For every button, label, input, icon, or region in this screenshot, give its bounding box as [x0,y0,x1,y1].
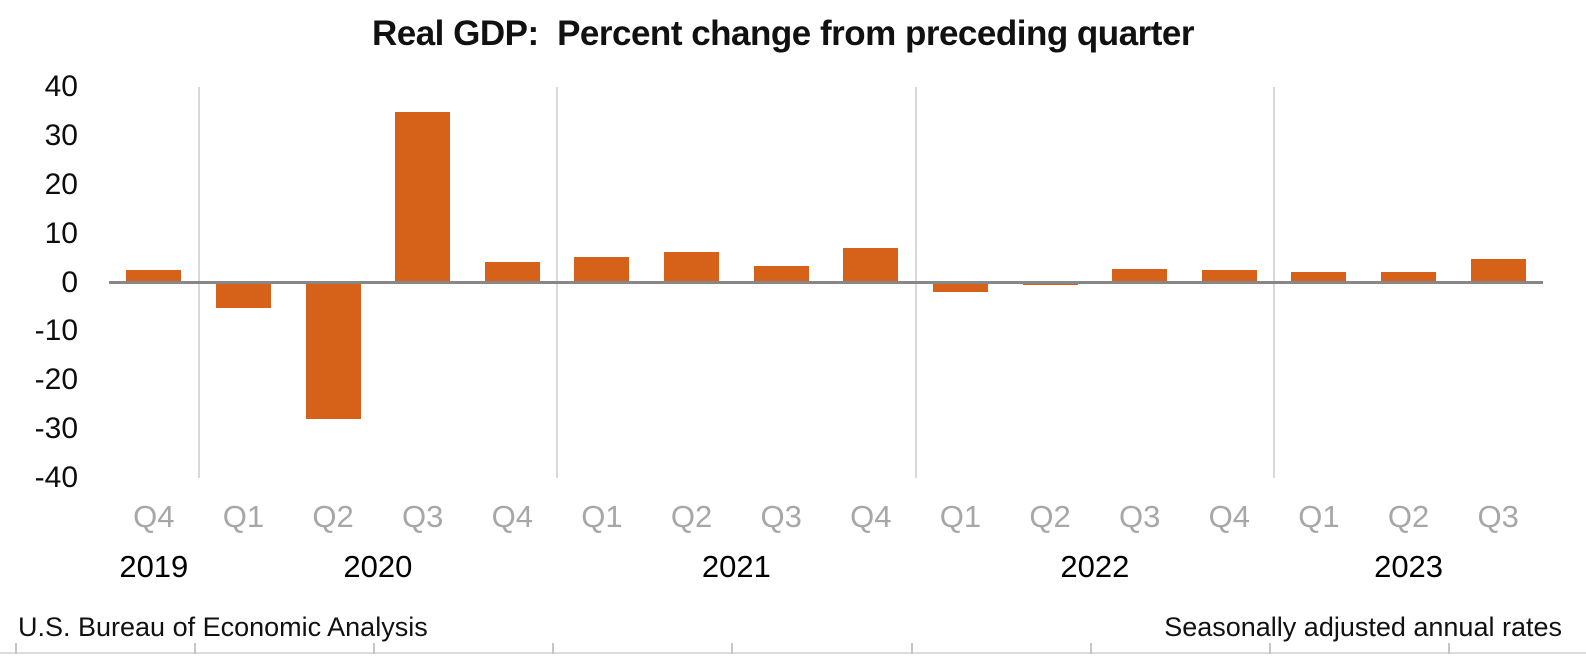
gdp-bar [753,266,809,283]
x-axis-quarter-label: Q3 [1119,499,1161,534]
x-axis-year-label: 2020 [343,549,413,584]
gdp-bar [664,252,720,283]
x-axis-quarter-label: Q2 [1387,499,1430,534]
gdp-bar [215,282,271,309]
y-axis-tick-label: -20 [34,363,78,397]
x-axis-quarter-label: Q4 [850,499,892,534]
x-axis-quarter-label: Q2 [312,499,354,534]
x-axis-quarter-label: Q1 [222,499,265,534]
gdp-bar [1112,269,1168,283]
bottom-tick-mark [194,643,197,654]
gdp-bar [1470,258,1526,283]
gdp-bar [305,282,361,420]
bottom-tick-mark [731,643,734,654]
bottom-tick-mark [15,643,17,654]
x-axis-year-label: 2022 [1060,549,1130,584]
x-axis-quarter-label: Q2 [670,499,713,534]
bottom-tick-mark [1268,643,1271,654]
source-note: U.S. Bureau of Economic Analysis [18,612,428,642]
gdp-bar [395,112,451,283]
x-axis-quarter-label: Q4 [133,499,175,534]
x-axis-quarter-label: Q1 [581,499,623,534]
y-axis-tick-label: 10 [44,216,78,250]
x-axis-quarter-label: Q2 [1029,499,1071,534]
x-axis-quarter-label: Q1 [939,499,982,534]
y-axis-tick-label: 0 [61,265,78,299]
gdp-bar [843,248,899,283]
x-axis-year-label: 2021 [701,549,771,584]
gdp-bar [484,261,540,283]
zero-axis-line [109,281,1543,284]
bottom-rule [0,652,1586,654]
x-axis-quarter-label: Q4 [1208,499,1250,534]
x-axis-year-label: 2019 [119,549,189,584]
bottom-tick-mark [1447,643,1450,654]
y-axis-tick-label: -40 [34,461,78,494]
y-axis-tick-label: -30 [34,412,78,446]
x-axis-year-label: 2023 [1374,549,1444,584]
chart-title: Real GDP: Percent change from preceding … [371,14,1195,53]
y-axis-tick-label: 40 [44,70,78,103]
x-axis-quarter-label: Q3 [402,499,444,534]
gdp-bar [1381,272,1437,283]
bottom-tick-mark [373,643,376,654]
bottom-tick-mark [910,643,913,654]
gdp-bar [126,269,182,283]
bottom-tick-mark [552,643,555,654]
y-axis-tick-label: 20 [44,167,78,201]
y-axis-tick-label: 30 [44,118,78,152]
bottom-tick-mark [1089,643,1092,654]
x-axis-quarter-label: Q1 [1298,499,1340,534]
x-axis-quarter-label: Q4 [491,499,533,534]
gdp-bar [574,257,630,283]
gdp-bar [1291,271,1347,283]
x-axis-quarter-label: Q3 [1477,499,1519,534]
x-axis-quarter-label: Q3 [760,499,802,534]
y-axis-tick-label: -10 [34,314,78,348]
gdp-bar [1201,269,1257,283]
gdp-bar [932,282,988,293]
rate-note: Seasonally adjusted annual rates [1164,612,1562,642]
